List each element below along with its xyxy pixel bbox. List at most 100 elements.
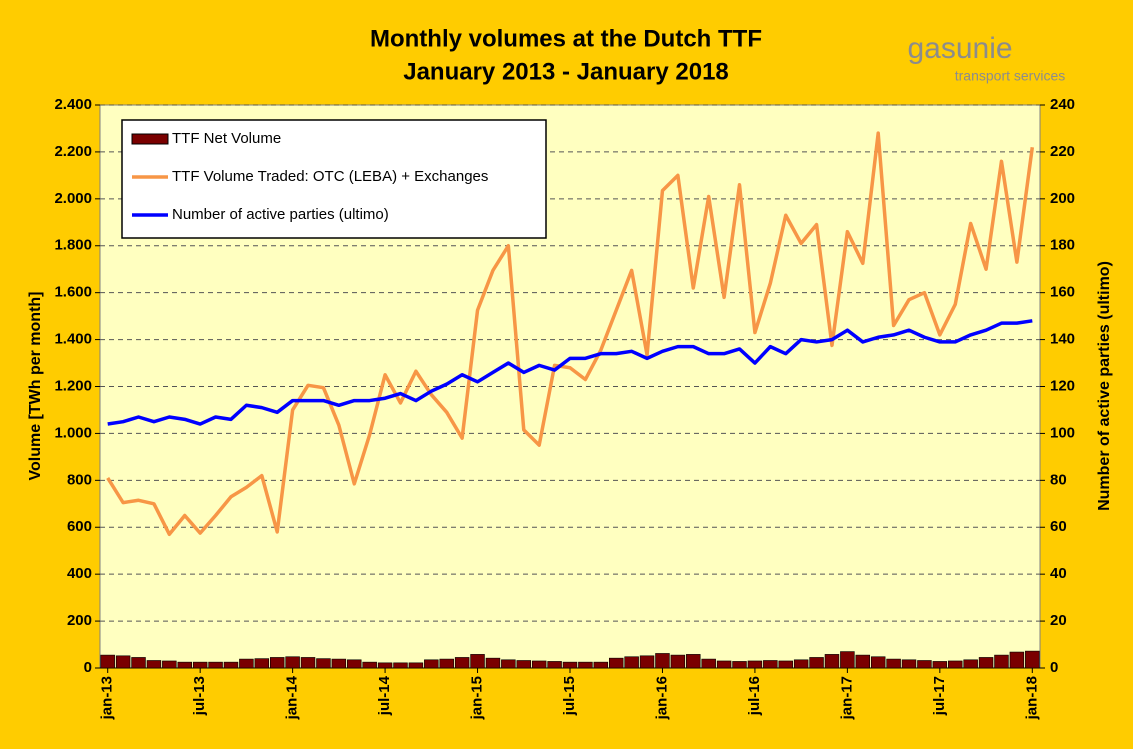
bar — [177, 661, 192, 669]
bar — [131, 657, 146, 669]
x-tick-label: jan-15 — [469, 676, 486, 720]
bar — [932, 661, 948, 669]
bar — [362, 661, 377, 669]
bar — [470, 654, 485, 669]
y2-tick-label: 80 — [1050, 471, 1067, 488]
bar — [1025, 650, 1040, 669]
x-tick-label: jul-14 — [376, 675, 393, 716]
x-tick-label: jan-17 — [838, 676, 855, 720]
chart-title: Monthly volumes at the Dutch TTF — [370, 25, 762, 52]
bar — [223, 661, 239, 669]
bar — [316, 658, 331, 669]
bar — [162, 660, 177, 669]
bar — [948, 660, 963, 669]
y-tick-label: 200 — [67, 612, 92, 629]
bar — [732, 661, 747, 669]
legend-label: Number of active parties (ultimo) — [172, 206, 389, 223]
chart-subtitle: January 2013 - January 2018 — [403, 58, 729, 85]
y-tick-label: 1.600 — [54, 284, 92, 301]
bar — [454, 657, 470, 669]
y-axis-label: Volume [TWh per month] — [27, 291, 44, 480]
bar — [547, 661, 562, 669]
bar — [608, 657, 624, 669]
bar — [192, 661, 208, 669]
bar — [763, 660, 778, 669]
x-tick-label: jan-13 — [99, 676, 116, 720]
bar — [239, 658, 254, 669]
bar — [146, 660, 162, 669]
y-tick-label: 2.400 — [54, 96, 92, 113]
bar — [870, 656, 886, 669]
x-tick-label: jul-17 — [931, 676, 948, 716]
x-tick-label: jul-16 — [746, 676, 763, 716]
y-tick-label: 1.800 — [54, 237, 92, 254]
y-tick-label: 2.200 — [54, 143, 92, 160]
y2-tick-label: 200 — [1050, 190, 1075, 207]
bar — [624, 656, 639, 669]
x-tick-label: jan-16 — [653, 676, 670, 720]
y-tick-label: 400 — [67, 565, 92, 582]
bar — [269, 657, 285, 669]
bar — [100, 654, 115, 669]
bar — [593, 661, 609, 669]
y-tick-label: 0 — [84, 659, 92, 676]
x-tick-label: jul-13 — [191, 676, 208, 716]
bar — [115, 655, 131, 669]
bar — [1009, 651, 1025, 669]
bar — [208, 661, 223, 669]
bar — [886, 658, 901, 669]
y2-tick-label: 180 — [1050, 237, 1075, 254]
legend-label: TTF Volume Traded: OTC (LEBA) + Exchange… — [172, 168, 488, 185]
bar — [501, 659, 516, 669]
bar — [516, 660, 532, 669]
logo-tagline: transport services — [955, 68, 1065, 84]
bar — [793, 659, 809, 669]
y-tick-label: 1.400 — [54, 331, 92, 348]
bar — [485, 657, 501, 669]
y2-tick-label: 100 — [1050, 424, 1075, 441]
bar — [439, 658, 454, 669]
bar — [917, 660, 932, 669]
bar — [670, 654, 686, 669]
y2-tick-label: 40 — [1050, 565, 1067, 582]
bar — [701, 658, 716, 669]
x-tick-label: jul-15 — [561, 676, 578, 716]
bar — [347, 659, 362, 669]
bar — [824, 654, 840, 669]
bar — [408, 662, 424, 669]
bar — [578, 661, 593, 669]
bar — [809, 657, 824, 669]
y2-tick-label: 140 — [1050, 331, 1075, 348]
bar — [994, 654, 1009, 669]
bar — [424, 659, 439, 669]
bar — [377, 662, 393, 669]
y-tick-label: 2.000 — [54, 190, 92, 207]
y-tick-label: 1.000 — [54, 424, 92, 441]
bar — [686, 654, 701, 669]
bar — [639, 655, 655, 669]
bar — [300, 657, 316, 669]
y2-tick-label: 60 — [1050, 518, 1067, 535]
bar — [778, 660, 793, 669]
line — [106, 131, 1035, 537]
y-tick-label: 1.200 — [54, 377, 92, 394]
legend-swatch — [131, 133, 169, 145]
y2-axis-label: Number of active parties (ultimo) — [1096, 261, 1113, 511]
y2-tick-label: 0 — [1050, 659, 1058, 676]
line — [107, 319, 1033, 426]
y2-tick-label: 20 — [1050, 612, 1067, 629]
legend-label: TTF Net Volume — [172, 130, 281, 147]
bar — [978, 657, 994, 669]
bar — [285, 656, 300, 669]
bar — [655, 653, 670, 669]
bar — [562, 661, 578, 669]
x-tick-label: jan-18 — [1023, 676, 1040, 720]
bar — [963, 659, 978, 669]
bar — [531, 660, 547, 669]
bar — [901, 659, 917, 669]
bar — [331, 658, 347, 669]
y2-tick-label: 160 — [1050, 284, 1075, 301]
x-tick-label: jan-14 — [284, 675, 301, 720]
